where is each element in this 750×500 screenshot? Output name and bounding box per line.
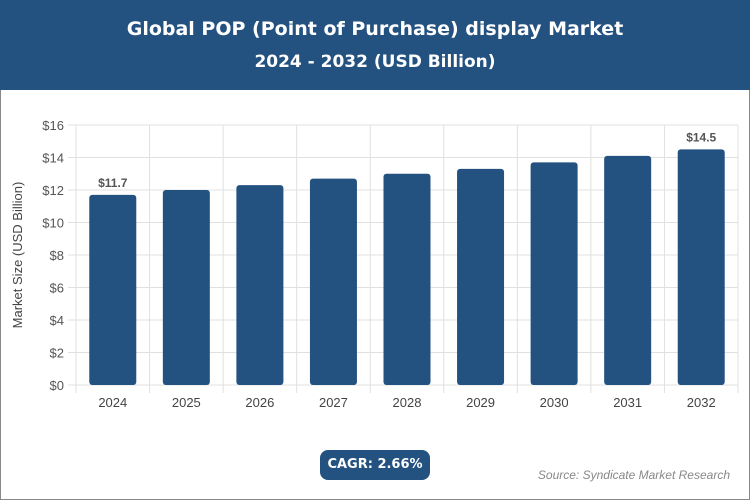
data-label: $14.5 [686, 130, 716, 144]
bar [309, 178, 357, 385]
bar-chart: $0 $2 $4 $6 $8 $10 $12 $14 $16 2024 $11.7 2025 2026 2… [10, 118, 739, 410]
y-tick-label: $16 [42, 118, 64, 133]
chart-subtitle: 2024 - 2032 (USD Billion) [254, 52, 496, 72]
source-note: Source: Syndicate Market Research [537, 468, 730, 482]
y-tick-label: $12 [42, 183, 64, 198]
bar [162, 190, 210, 385]
bar [383, 173, 431, 385]
x-tick-label: 2026 [245, 395, 274, 410]
x-tick-label: 2027 [319, 395, 348, 410]
x-tick-label: 2028 [393, 395, 422, 410]
x-tick-label: 2025 [172, 395, 201, 410]
y-tick-label: $8 [50, 248, 64, 263]
bar [236, 185, 284, 385]
x-tick-label: 2032 [687, 395, 716, 410]
y-tick-label: $14 [42, 151, 64, 166]
bar [604, 155, 652, 385]
chart-title: Global POP (Point of Purchase) display M… [126, 18, 624, 40]
y-tick-label: $6 [50, 281, 64, 296]
x-tick-label: 2024 [98, 395, 127, 410]
x-tick-label: 2030 [540, 395, 569, 410]
y-tick-label: $4 [50, 313, 64, 328]
bar [89, 194, 137, 385]
x-tick-label: 2029 [466, 395, 495, 410]
bar [677, 149, 725, 385]
bar [530, 162, 578, 385]
x-tick-label: 2031 [613, 395, 642, 410]
y-tick-label: $2 [50, 346, 64, 361]
bar [457, 168, 505, 385]
y-tick-label: $0 [50, 378, 64, 393]
y-axis-label: Market Size (USD Billion) [10, 182, 25, 329]
y-tick-label: $10 [42, 216, 64, 231]
chart-header: Global POP (Point of Purchase) display M… [0, 0, 750, 90]
data-label: $11.7 [98, 176, 128, 190]
cagr-badge: CAGR: 2.66% [320, 450, 430, 480]
